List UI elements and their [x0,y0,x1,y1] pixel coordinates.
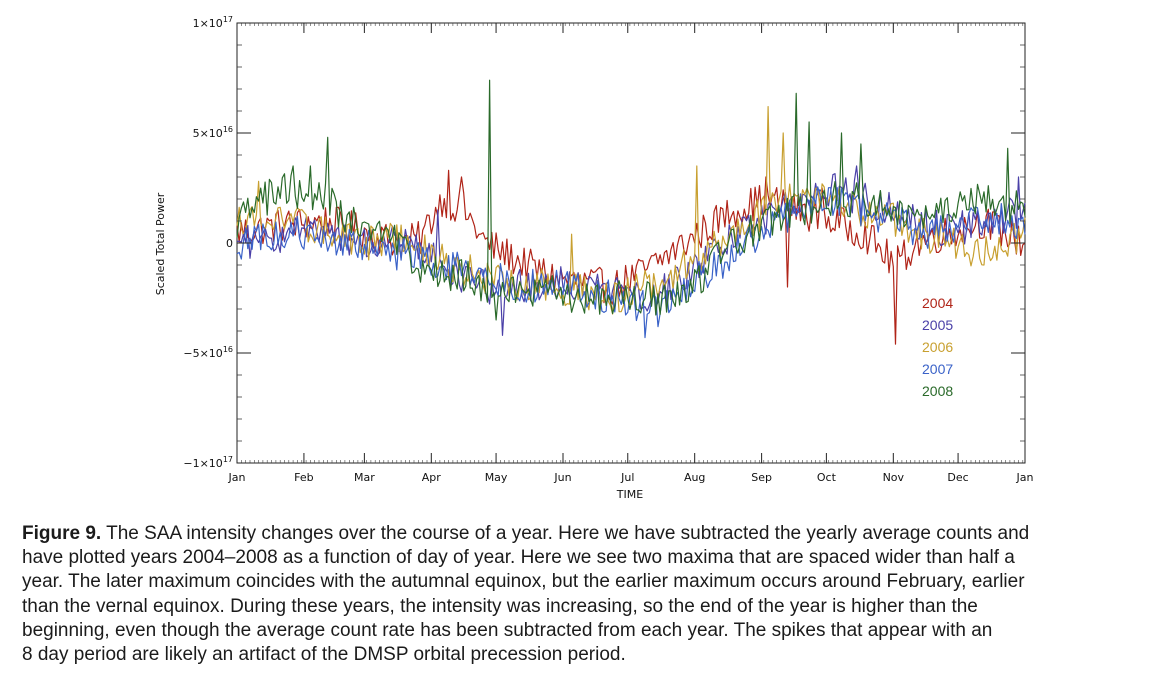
saa-intensity-chart: Jan Feb Mar Apr May Jun Jul Aug Sep Oct Nov Dec Jan 1… [154,15,1034,501]
x-tick-label: Sep [751,471,772,484]
caption-figure-label: Figure 9. [22,523,102,544]
x-tick-label: Aug [684,471,705,484]
x-tick-label: Nov [883,471,905,484]
series-line-2008 [236,79,1026,321]
x-tick-label: Dec [947,471,968,484]
caption-line-3: year. The later maximum coincides with t… [22,571,1025,593]
y-tick-label: −1×1017 [183,455,233,470]
legend-entry-2005: 2005 [922,317,953,333]
x-axis-title: TIME [616,488,643,501]
y-tick-label: −5×1016 [183,345,233,360]
series-line-2007 [236,186,1026,339]
caption-line-4: than the vernal equinox. During these ye… [22,595,978,617]
caption-line-2: have plotted years 2004–2008 as a functi… [22,547,1015,569]
axis-ticks [236,22,1026,464]
legend-entry-2007: 2007 [922,361,953,377]
y-axis-title: Scaled Total Power [154,192,167,295]
legend-entry-2008: 2008 [922,383,953,399]
legend: 2004 2005 2006 2007 2008 [922,295,953,399]
legend-entry-2004: 2004 [922,295,953,311]
legend-entry-2006: 2006 [922,339,953,355]
x-tick-label: Feb [294,471,313,484]
x-tick-label: Jun [553,471,571,484]
series-lines [236,79,1026,345]
y-tick-label: 0 [226,237,233,250]
x-tick-label: Oct [817,471,837,484]
caption-line-6: 8 day period are likely an artifact of t… [22,644,626,666]
x-tick-label: Apr [422,471,442,484]
x-tick-label: Jul [620,471,634,484]
y-tick-label: 5×1016 [193,125,233,140]
x-tick-label: Jan [1016,471,1034,484]
x-tick-label: Jan [228,471,246,484]
caption-text-1: The SAA intensity changes over the cours… [101,523,1030,544]
caption-line-5: beginning, even though the average count… [22,619,993,641]
x-tick-label: Mar [354,471,375,484]
caption-line-1: Figure 9. The SAA intensity changes over… [22,522,1162,546]
x-tick-label: May [485,471,508,484]
figure-caption: Figure 9. The SAA intensity changes over… [22,522,1162,667]
axis-labels: Jan Feb Mar Apr May Jun Jul Aug Sep Oct Nov Dec Jan 1… [183,15,1033,484]
series-line-2004 [236,169,1026,345]
y-tick-label: 1×1017 [193,15,233,30]
